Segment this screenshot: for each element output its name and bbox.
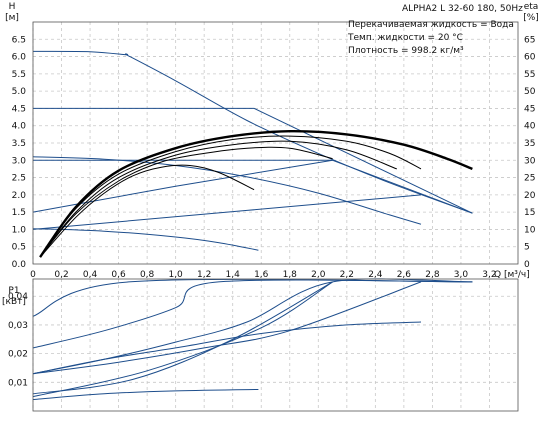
info-line-liquid: Перекачиваемая жидкость = Вода <box>348 20 514 30</box>
y-tick-label: 1.5 <box>12 208 26 218</box>
power-curve <box>32 281 422 375</box>
x-tick-label: 0,4 <box>83 270 98 280</box>
x-tick-label: 1,0 <box>168 270 183 280</box>
efficiency-curve <box>39 140 397 258</box>
x-tick-label: 1,4 <box>226 270 241 280</box>
x-tick-label: 0,2 <box>54 270 68 280</box>
y2-tick-label: 45 <box>524 104 535 114</box>
head-chart-grid <box>32 22 518 264</box>
x-tick-label: 2,4 <box>368 270 383 280</box>
power-curve <box>32 389 259 400</box>
efficiency-curve <box>39 146 333 258</box>
x-axis-label: Q [м³/ч] <box>494 270 530 280</box>
power-curve <box>32 278 473 317</box>
info-line-density: Плотность = 998.2 кг/м³ <box>348 46 464 56</box>
y-tick-label: 0,04 <box>8 292 28 302</box>
x-tick-label: 0,6 <box>111 270 126 280</box>
efficiency-curve <box>39 129 473 258</box>
y-tick-label: 0.0 <box>12 260 27 270</box>
power-axis-unit: [кВт] <box>2 297 26 307</box>
head-curve <box>32 194 422 230</box>
head-curve <box>33 159 473 214</box>
x-tick-label: 2,8 <box>425 270 440 280</box>
power-curve <box>32 278 473 375</box>
x-tick-label: 1,8 <box>283 270 298 280</box>
power-curve <box>32 281 333 398</box>
x-tick-label: 2,2 <box>340 270 354 280</box>
y2-tick-label: 35 <box>524 139 535 149</box>
power-chart-frame <box>32 278 519 412</box>
head-curve <box>32 228 259 251</box>
info-line-temperature: Темп. жидкости = 20 °C <box>347 33 463 43</box>
curve-layer <box>32 50 473 400</box>
y-tick-label: 2.5 <box>12 174 26 184</box>
chart-title: ALPHA2 L 32-60 180, 50Hz <box>402 4 523 14</box>
y2-axis-unit: [%] <box>523 13 539 23</box>
y2-tick-label: 30 <box>524 156 536 166</box>
y-tick-label: 0,03 <box>8 321 28 331</box>
head-chart-frame <box>32 21 519 265</box>
y-tick-label: 6.5 <box>12 35 26 45</box>
y-tick-label: 0,01 <box>8 378 28 388</box>
power-curve <box>32 321 422 375</box>
x-tick-label: 3,2 <box>482 270 496 280</box>
power-curve <box>32 281 333 395</box>
y2-tick-label: 0 <box>524 260 530 270</box>
y-tick-label: 2.0 <box>12 191 27 201</box>
y-tick-label: 5.0 <box>12 87 27 97</box>
y2-tick-label: 5 <box>524 243 530 253</box>
x-tick-label: 0 <box>30 270 36 280</box>
efficiency-curve <box>39 164 255 258</box>
x-tick-label: 2,0 <box>311 270 326 280</box>
y-tick-label: 4.5 <box>12 104 26 114</box>
power-chart-grid <box>32 279 518 411</box>
x-tick-label: 1,6 <box>254 270 269 280</box>
y-tick-label: 0,02 <box>8 350 28 360</box>
y2-tick-label: 20 <box>524 191 536 201</box>
y2-tick-label: 10 <box>524 225 536 235</box>
y-tick-label: 5.5 <box>12 70 26 80</box>
y2-tick-label: 15 <box>524 208 535 218</box>
y2-tick-label: 55 <box>524 70 535 80</box>
y-tick-label: 3.0 <box>12 156 27 166</box>
y2-tick-label: 60 <box>524 53 536 63</box>
x-tick-label: 0,8 <box>140 270 155 280</box>
y2-tick-label: 40 <box>524 122 536 132</box>
y2-tick-label: 25 <box>524 174 535 184</box>
power-curve <box>32 279 473 349</box>
y-tick-label: 6.0 <box>12 53 27 63</box>
y-tick-label: 4.0 <box>12 122 27 132</box>
y2-axis-label: eta <box>524 2 539 12</box>
y-axis-label: H <box>9 2 16 12</box>
y-tick-label: 3.5 <box>12 139 26 149</box>
y-tick-label: 0.5 <box>12 243 26 253</box>
x-tick-label: 2,6 <box>397 270 412 280</box>
y2-tick-label: 65 <box>524 35 535 45</box>
head-curve <box>33 107 473 214</box>
head-curve <box>32 156 422 225</box>
y-axis-unit: [м] <box>5 13 19 23</box>
head-curve <box>32 50 473 214</box>
x-tick-label: 1,2 <box>197 270 211 280</box>
axis-label-layer: 0 0,2 0,4 0,6 0,8 1,0 1,2 1,4 1,6 1,8 2,0 2,2 2,4 2,6… <box>2 2 539 388</box>
x-tick-label: 3,0 <box>454 270 469 280</box>
y2-tick-label: 50 <box>524 87 536 97</box>
power-axis-label: P1 <box>8 286 19 296</box>
y-tick-label: 1.0 <box>12 225 27 235</box>
efficiency-curve <box>39 135 422 258</box>
